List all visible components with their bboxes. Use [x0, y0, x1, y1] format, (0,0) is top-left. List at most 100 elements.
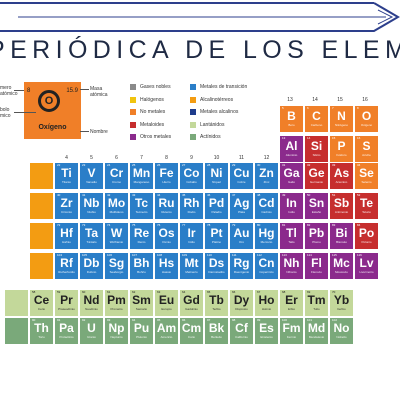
- element-number: 109: [182, 253, 188, 257]
- element-name: Renio: [137, 240, 146, 244]
- element-number: 68: [282, 290, 286, 294]
- element-name: Mendelevio: [308, 335, 325, 339]
- element-symbol: Pu: [133, 321, 150, 335]
- element-symbol: Cr: [109, 166, 124, 180]
- element-name: Paladio: [211, 210, 222, 214]
- element-cell-rf: 104 Rf Rutherfordio: [55, 253, 78, 279]
- element-number: 95: [157, 318, 161, 322]
- element-name: Copernicio: [259, 270, 274, 274]
- element-name: Moscovio: [335, 270, 348, 274]
- element-name: Uranio: [87, 335, 96, 339]
- element-name: Hassio: [161, 270, 172, 274]
- element-name: Darmstadtio: [208, 270, 225, 274]
- element-cell-partial: [30, 163, 53, 189]
- element-number: 79: [232, 223, 236, 227]
- element-number: 22: [57, 163, 61, 167]
- key-line-symbol: [14, 112, 36, 113]
- element-number: 84: [357, 223, 361, 227]
- element-number: 112: [257, 253, 262, 257]
- key-line-number: [14, 90, 24, 91]
- element-symbol: O: [361, 109, 372, 123]
- element-cell-partial: [30, 193, 53, 219]
- key-line-mass: [80, 89, 89, 90]
- element-symbol: Ni: [210, 166, 223, 180]
- key-label-mass: Masa atómica: [90, 86, 108, 98]
- element-name: Indio: [288, 210, 295, 214]
- element-symbol: Lv: [359, 256, 374, 270]
- element-name: Cromo: [111, 180, 121, 184]
- key-line-name: [80, 131, 89, 132]
- group-number: 16: [362, 97, 368, 103]
- element-cell-ho: 67 Ho Holmio: [255, 290, 278, 316]
- legend-label: Gases nobles: [140, 84, 171, 90]
- element-number: 97: [207, 318, 211, 322]
- element-name: Zinc: [263, 180, 270, 184]
- element-cell-fm: 100 Fm Fermio: [280, 318, 303, 344]
- element-symbol: Re: [133, 226, 150, 240]
- element-symbol: Sg: [108, 256, 125, 270]
- element-number: 16: [357, 136, 361, 140]
- legend-label: Alcalinotérreos: [200, 97, 234, 103]
- element-symbol: Si: [310, 139, 323, 153]
- element-name: Einstenio: [260, 335, 273, 339]
- element-symbol: Yb: [333, 293, 350, 307]
- element-name: Berkelio: [211, 335, 222, 339]
- element-name: Praseodimio: [58, 307, 75, 311]
- element-cell-fe: 26 Fe Hierro: [155, 163, 178, 189]
- element-symbol: Mc: [333, 256, 350, 270]
- element-number: 14: [307, 136, 311, 140]
- element-cell-np: 93 Np Neptunio: [105, 318, 128, 344]
- group-number: 13: [287, 97, 293, 103]
- element-cell-cn: 112 Cn Copernicio: [255, 253, 278, 279]
- element-symbol: Pb: [308, 226, 325, 240]
- element-name: Bohrio: [137, 270, 146, 274]
- element-cell-sn: 50 Sn Estaño: [305, 193, 328, 219]
- element-cell-pr: 59 Pr Praseodimio: [55, 290, 78, 316]
- element-name: Nihonio: [286, 270, 297, 274]
- key-symbol: O: [44, 95, 54, 107]
- element-number: 15: [332, 136, 336, 140]
- element-number: 64: [182, 290, 186, 294]
- element-number: 5: [282, 106, 284, 110]
- element-number: 46: [207, 193, 211, 197]
- element-symbol: Ga: [283, 166, 300, 180]
- element-number: 23: [82, 163, 86, 167]
- element-name: Hierro: [162, 180, 171, 184]
- element-cell-n: 7 N Nitrógeno: [330, 106, 353, 132]
- element-symbol: Np: [108, 321, 125, 335]
- legend-label: No metales: [140, 109, 166, 115]
- element-number: 94: [132, 318, 136, 322]
- element-name: Talio: [288, 240, 295, 244]
- element-cell-hf: 72 Hf Hafnio: [55, 223, 78, 249]
- element-number: 92: [82, 318, 86, 322]
- key-element: 8 15.9 O Oxígeno: [24, 82, 81, 139]
- element-number: 93: [107, 318, 111, 322]
- legend-swatch: [130, 109, 136, 115]
- element-symbol: Pt: [210, 226, 223, 240]
- element-name: Tecnecio: [135, 210, 148, 214]
- element-name: Osmio: [162, 240, 171, 244]
- legend-swatch: [190, 122, 196, 128]
- element-symbol: N: [337, 109, 346, 123]
- element-name: Americio: [160, 335, 173, 339]
- element-number: 43: [132, 193, 136, 197]
- element-name: Wolframio: [109, 240, 124, 244]
- element-symbol: Am: [156, 321, 177, 335]
- element-cell-co: 27 Co Cobalto: [180, 163, 203, 189]
- element-cell-db: 105 Db Dubnio: [80, 253, 103, 279]
- element-name: Neodimio: [85, 307, 98, 311]
- element-cell-re: 75 Re Renio: [130, 223, 153, 249]
- element-cell-al: 13 Al Aluminio: [280, 136, 303, 162]
- element-number: 24: [107, 163, 111, 167]
- element-symbol: Hs: [158, 256, 175, 270]
- element-symbol: B: [287, 109, 296, 123]
- legend-label: Otros metales: [140, 134, 172, 140]
- element-cell-w: 74 W Wolframio: [105, 223, 128, 249]
- element-name: Plutonio: [136, 335, 147, 339]
- element-name: Aluminio: [285, 153, 298, 157]
- element-number: 77: [182, 223, 186, 227]
- element-number: 58: [32, 290, 36, 294]
- element-number: 32: [307, 163, 311, 167]
- element-name: Holmio: [261, 307, 272, 311]
